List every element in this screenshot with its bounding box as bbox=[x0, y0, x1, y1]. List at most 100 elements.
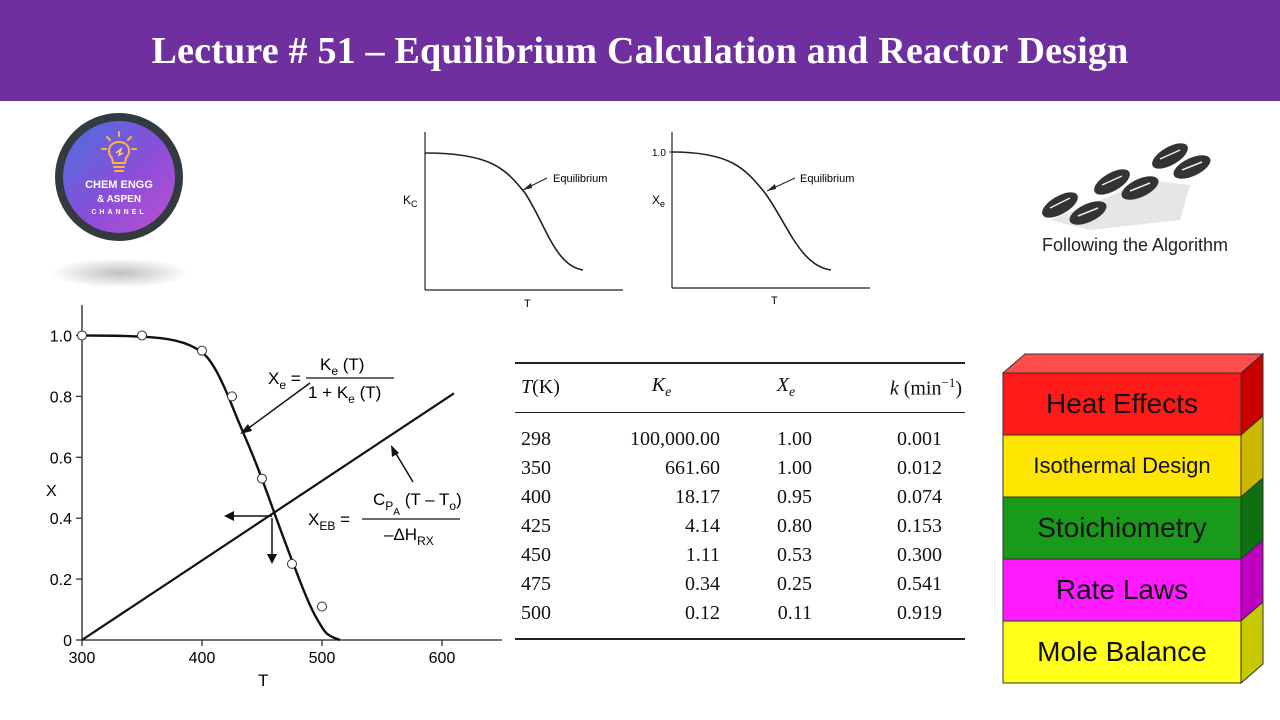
xeb-eq-denominator: –ΔHRX bbox=[384, 525, 434, 548]
table-cell: 1.00 bbox=[777, 457, 812, 479]
xeb-eq-numerator: CPA (T – To) bbox=[373, 490, 462, 518]
stack-block-face bbox=[1002, 620, 1242, 684]
xe-x-label: T bbox=[771, 295, 778, 307]
xe-data-point bbox=[257, 473, 267, 484]
algorithm-block-stack bbox=[1001, 352, 1265, 685]
main-y-label: X bbox=[46, 483, 57, 500]
table-cell: 0.53 bbox=[777, 544, 812, 566]
table-header-row: T(K) Ke Xe k (min−1) bbox=[515, 364, 965, 412]
table-cell: 500 bbox=[521, 602, 551, 624]
lightbulb-icon bbox=[101, 131, 137, 172]
xe-data-point bbox=[227, 391, 237, 402]
xe-curve bbox=[671, 151, 832, 271]
y-tick-label: 0.4 bbox=[50, 511, 72, 528]
logo-text-line2: & ASPEN bbox=[96, 194, 142, 205]
logo-text-line3: CHANNEL bbox=[91, 209, 147, 216]
x-tick-label: 600 bbox=[429, 650, 456, 667]
table-cell: 0.919 bbox=[897, 602, 942, 624]
kc-annotation-label: Equilibrium bbox=[553, 173, 607, 185]
main-x-label: T bbox=[258, 671, 268, 690]
y-tick-label: 0.2 bbox=[50, 572, 72, 589]
table-row: 400 18.17 0.95 0.074 bbox=[515, 483, 965, 512]
kc-arrowhead bbox=[523, 183, 532, 190]
footprints-icon bbox=[1042, 143, 1211, 230]
table-cell: 0.541 bbox=[897, 573, 942, 595]
xeb-eq-arrowhead bbox=[391, 445, 399, 457]
xe-eq-lhs: Xe = bbox=[268, 369, 301, 392]
stack-block-face bbox=[1002, 434, 1242, 498]
xe-equation: Xe = Ke (T) 1 + Ke (T) bbox=[268, 355, 394, 406]
table-top-rule bbox=[515, 362, 965, 364]
t-readout-arrowhead bbox=[267, 554, 277, 564]
title-banner: Lecture # 51 – Equilibrium Calculation a… bbox=[0, 0, 1280, 101]
table-cell: 0.300 bbox=[897, 544, 942, 566]
kc-curve bbox=[424, 152, 584, 271]
logo-disc: CHEM ENGG & ASPEN CHANNEL bbox=[55, 113, 183, 241]
y-tick-label: 0.6 bbox=[50, 450, 72, 467]
table-header-rule bbox=[515, 411, 965, 413]
logo-shadow bbox=[50, 258, 190, 288]
table-row: 500 0.12 0.11 0.919 bbox=[515, 599, 965, 628]
table-cell: 4.14 bbox=[685, 515, 720, 537]
stack-block-face bbox=[1002, 372, 1242, 436]
table-cell: 1.11 bbox=[685, 544, 720, 566]
channel-logo: CHEM ENGG & ASPEN CHANNEL bbox=[40, 110, 200, 292]
xe-vs-t-chart: 1.0 Equilibrium Xe T bbox=[652, 132, 870, 307]
table-row: 450 1.11 0.53 0.300 bbox=[515, 541, 965, 570]
table-cell: 0.12 bbox=[685, 602, 720, 624]
equilibrium-data-table: T(K) Ke Xe k (min−1) 298 100,000.00 1.00 0.… bbox=[515, 362, 965, 640]
stack-block-face bbox=[1002, 558, 1242, 622]
logo-text-line1: CHEM ENGG bbox=[85, 179, 153, 191]
table-cell: 450 bbox=[521, 544, 551, 566]
table-row: 475 0.34 0.25 0.541 bbox=[515, 570, 965, 599]
x-tick-label: 300 bbox=[69, 650, 96, 667]
kc-x-label: T bbox=[524, 298, 531, 310]
stack-top-face bbox=[1001, 353, 1265, 374]
table-cell: 0.074 bbox=[897, 486, 942, 508]
table-row: 425 4.14 0.80 0.153 bbox=[515, 512, 965, 541]
table-cell: 100,000.00 bbox=[630, 428, 720, 450]
xe-eq-numerator: Ke (T) bbox=[320, 355, 364, 378]
table-body: 298 100,000.00 1.00 0.001 350 661.60 1.00 0.012… bbox=[515, 413, 965, 638]
logo-inner: CHEM ENGG & ASPEN CHANNEL bbox=[63, 121, 175, 233]
algorithm-caption: Following the Algorithm bbox=[1041, 235, 1229, 255]
header-temperature: T(K) bbox=[521, 376, 560, 398]
table-cell: 18.17 bbox=[675, 486, 720, 508]
table-row: 298 100,000.00 1.00 0.001 bbox=[515, 425, 965, 454]
table-cell: 0.95 bbox=[777, 486, 812, 508]
x-tick-label: 500 bbox=[309, 650, 336, 667]
table-cell: 0.25 bbox=[777, 573, 812, 595]
stack-block-label: Heat Effects bbox=[1045, 388, 1198, 419]
kc-vs-t-chart: Equilibrium KC T bbox=[403, 132, 623, 310]
table-cell: 350 bbox=[521, 457, 551, 479]
xe-data-point bbox=[287, 558, 297, 569]
header-xe: Xe bbox=[776, 374, 796, 400]
xeb-eq-arrow bbox=[394, 451, 414, 483]
table-cell: 1.00 bbox=[777, 428, 812, 450]
xeb-equation: XEB = CPA (T – To) –ΔHRX bbox=[308, 490, 462, 548]
kc-y-label: KC bbox=[403, 193, 418, 209]
xe-y-label: Xe bbox=[652, 193, 665, 209]
stack-block-label: Mole Balance bbox=[1037, 636, 1207, 667]
xeb-eq-lhs: XEB = bbox=[308, 510, 350, 533]
table-cell: 0.80 bbox=[777, 515, 812, 537]
xe-arrowhead bbox=[767, 184, 776, 191]
conversion-vs-temperature-chart: 300 400 500 600 0 0.2 0.4 0.6 0.8 1.0 Xe = Ke (T)… bbox=[46, 305, 502, 690]
y-tick-label: 1.0 bbox=[50, 328, 72, 345]
table-row: 350 661.60 1.00 0.012 bbox=[515, 454, 965, 483]
stack-block-label: Stoichiometry bbox=[1037, 512, 1207, 543]
stack-block-label: Isothermal Design bbox=[1033, 453, 1211, 478]
xe-data-point bbox=[317, 601, 327, 612]
xe-eq-arrow bbox=[245, 382, 311, 431]
table-cell: 0.153 bbox=[897, 515, 942, 537]
xe-y-tick-label: 1.0 bbox=[652, 148, 666, 159]
table-cell: 0.012 bbox=[897, 457, 942, 479]
x-readout-arrowhead bbox=[224, 511, 234, 521]
table-cell: 661.60 bbox=[665, 457, 720, 479]
table-bottom-rule bbox=[515, 638, 965, 640]
table-cell: 0.11 bbox=[777, 602, 812, 624]
xe-eq-denominator: 1 + Ke (T) bbox=[308, 383, 381, 406]
xe-data-point bbox=[77, 330, 87, 341]
table-cell: 0.34 bbox=[685, 573, 720, 595]
slide-title: Lecture # 51 – Equilibrium Calculation a… bbox=[151, 29, 1129, 72]
